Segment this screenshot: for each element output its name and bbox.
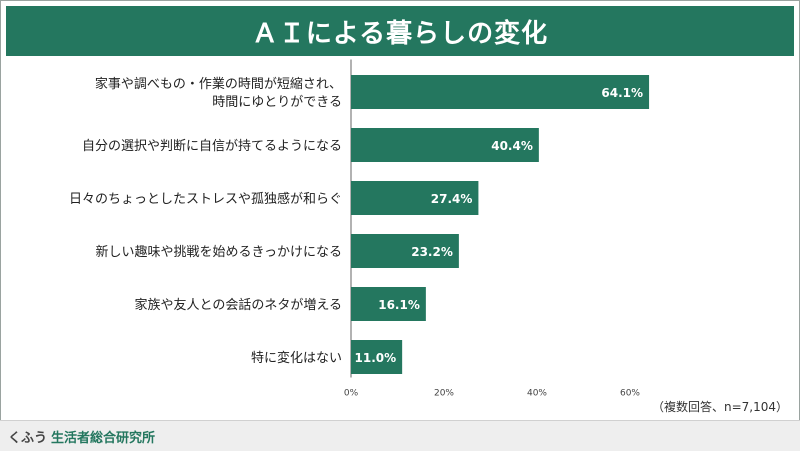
brand-prefix: くふう bbox=[8, 430, 48, 446]
category-label: 自分の選択や判断に自信が持てるようになる bbox=[82, 139, 342, 154]
x-tick-label: 20% bbox=[434, 389, 454, 399]
footer: くふう 生活者総合研究所 bbox=[0, 420, 800, 451]
bar bbox=[351, 181, 479, 215]
chart-title: ＡＩによる暮らしの変化 bbox=[6, 6, 794, 56]
x-tick-label: 40% bbox=[527, 389, 547, 399]
bar-value-label: 64.1% bbox=[601, 86, 643, 100]
sample-note: （複数回答、n=7,104） bbox=[651, 400, 788, 414]
category-label: 日々のちょっとしたストレスや孤独感が和らぐ bbox=[69, 191, 342, 207]
category-label: 新しい趣味や挑戦を始めるきっかけになる bbox=[96, 244, 342, 260]
category-label: 家事や調べもの・作業の時間が短縮され、 bbox=[95, 76, 342, 92]
bar bbox=[351, 340, 403, 374]
bar-value-label: 23.2% bbox=[411, 245, 453, 259]
bar-value-label: 27.4% bbox=[431, 192, 473, 206]
bar bbox=[351, 75, 650, 109]
bar bbox=[351, 128, 539, 162]
category-label: 特に変化はない bbox=[251, 350, 342, 366]
x-tick-label: 0% bbox=[344, 389, 359, 399]
category-label: 家族や友人との会話のネタが増える bbox=[135, 297, 342, 313]
bar-value-label: 40.4% bbox=[491, 139, 533, 153]
bar bbox=[351, 287, 426, 321]
x-tick-label: 60% bbox=[620, 389, 640, 399]
bar-value-label: 11.0% bbox=[355, 351, 397, 365]
bar-value-label: 16.1% bbox=[378, 298, 420, 312]
category-label: 時間にゆとりができる bbox=[212, 95, 342, 110]
brand-name: 生活者総合研究所 bbox=[51, 430, 156, 446]
bar bbox=[351, 234, 459, 268]
